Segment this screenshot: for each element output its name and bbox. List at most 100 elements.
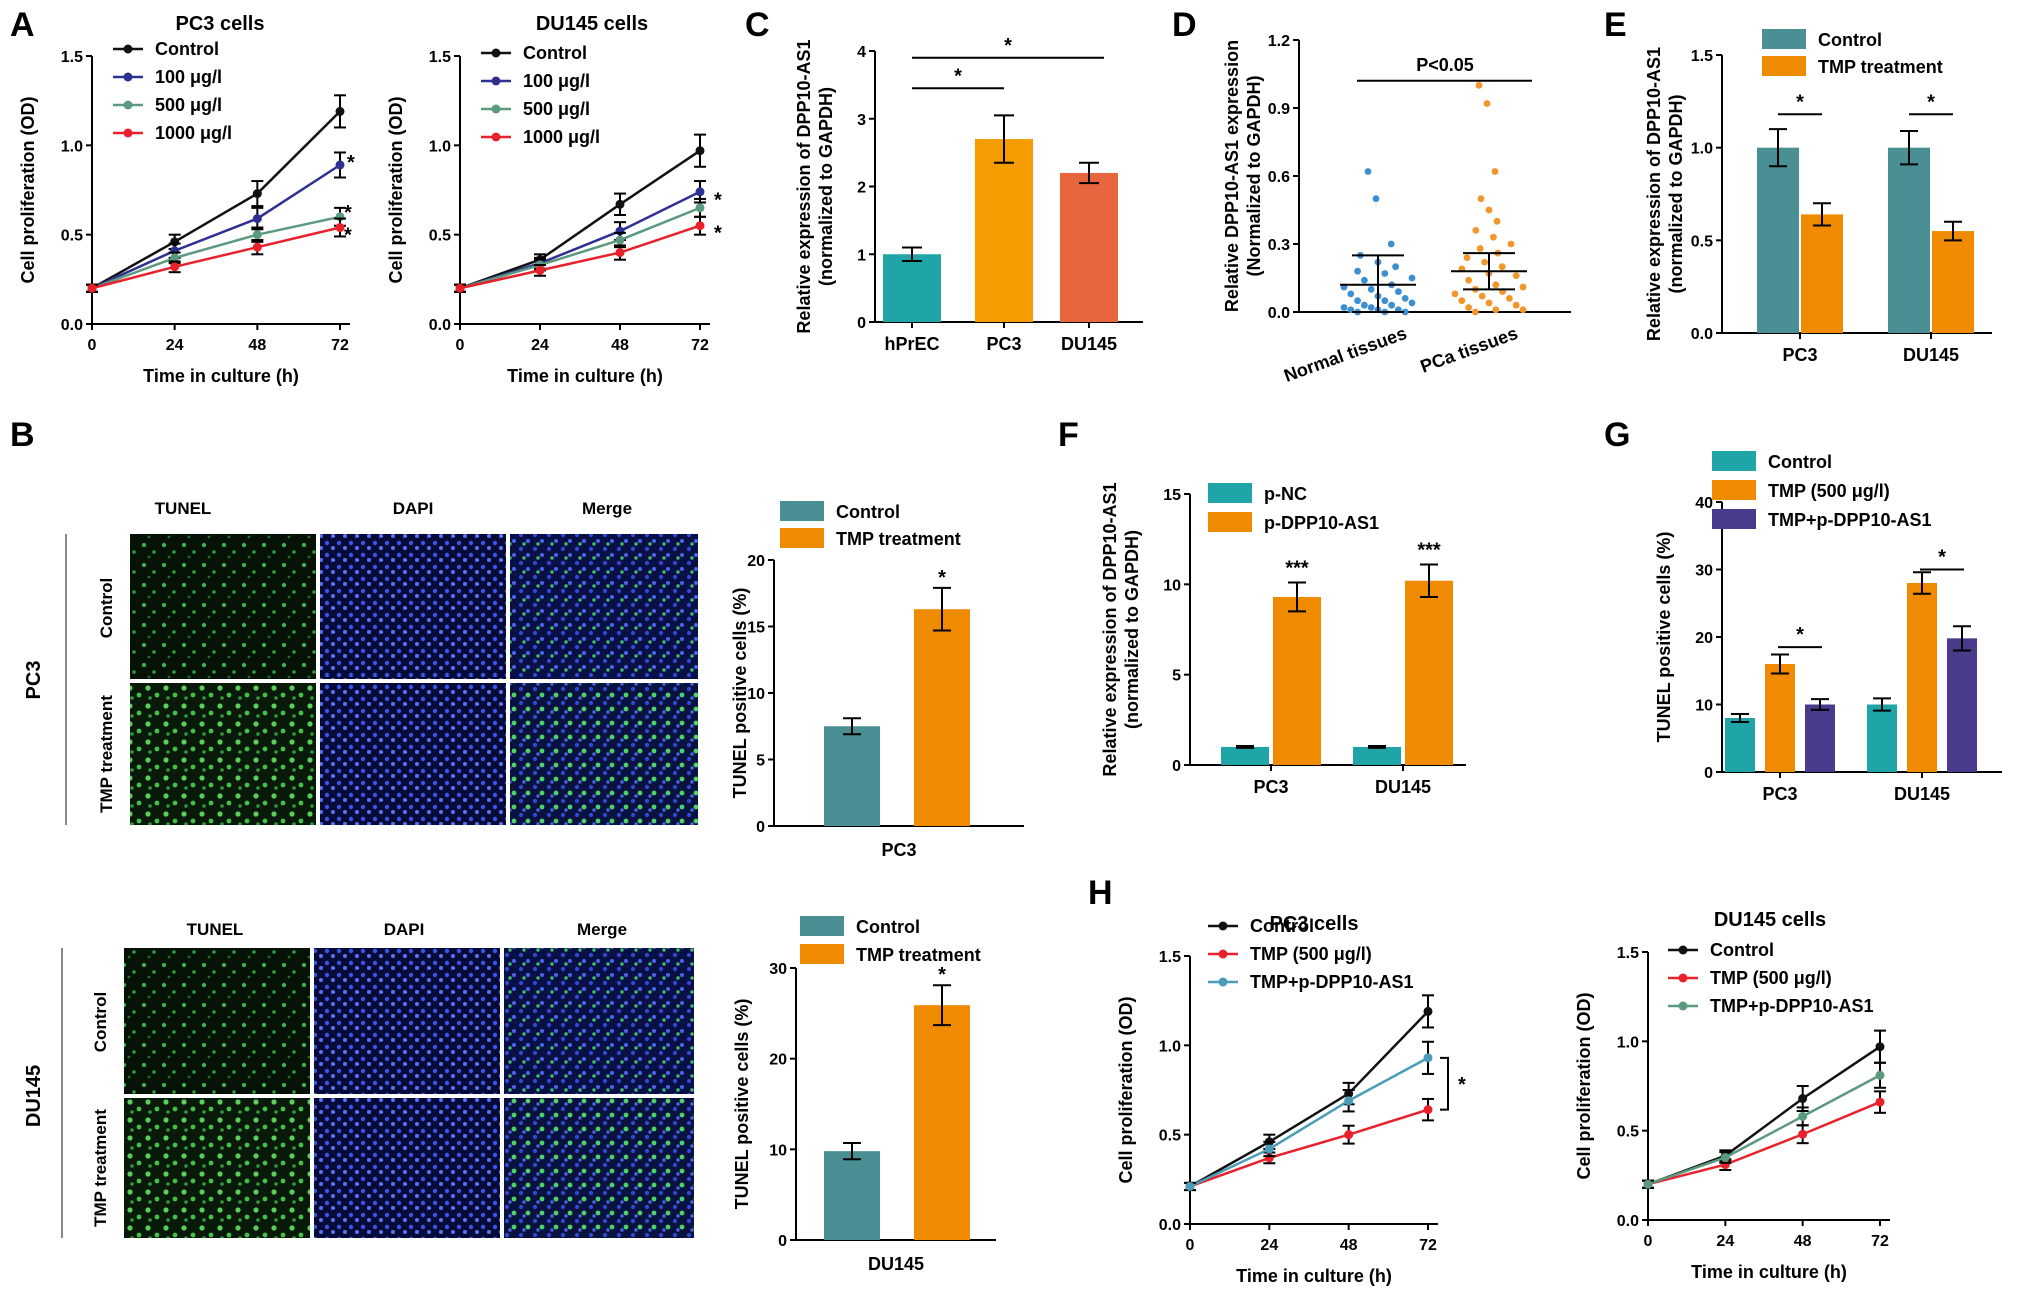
series-line xyxy=(1189,1056,1429,1188)
bar xyxy=(1805,704,1835,772)
legend-swatch xyxy=(780,528,824,548)
data-point xyxy=(335,223,345,233)
x-axis-label: Time in culture (h) xyxy=(1236,1266,1392,1286)
scatter-point xyxy=(1354,297,1361,305)
series-line xyxy=(1189,1108,1429,1188)
data-point xyxy=(615,248,625,258)
bar xyxy=(1907,583,1937,772)
y-tick-label: 5 xyxy=(756,753,765,770)
y-axis-label: TUNEL positive cells (%) xyxy=(1654,532,1674,743)
y-tick-label: 0.9 xyxy=(1268,101,1290,118)
y-tick-label: 1.0 xyxy=(61,138,83,155)
x-axis-label: Time in culture (h) xyxy=(1691,1262,1847,1282)
y-tick-label: 1.0 xyxy=(429,138,451,155)
legend-marker xyxy=(1218,977,1228,987)
scatter-point xyxy=(1512,272,1520,280)
significance-star: * xyxy=(954,65,962,87)
y-axis-label: Relative DPP10-AS1 expression xyxy=(1222,40,1242,312)
bar xyxy=(883,254,941,322)
panel-letter-F: F xyxy=(1058,416,1079,454)
chart-title: DU145 cells xyxy=(1714,909,1826,931)
chart-title: PC3 cells xyxy=(176,13,265,35)
x-tick-label: 48 xyxy=(1340,1237,1358,1254)
y-tick-label: 0.3 xyxy=(1268,237,1290,254)
scatter-point xyxy=(1465,276,1472,284)
legend-marker xyxy=(123,44,133,54)
micrograph-col-merge-2: Merge xyxy=(577,920,627,939)
x-tick-label: 72 xyxy=(331,337,349,354)
significance-star: *** xyxy=(1285,558,1309,580)
x-tick-label: 0 xyxy=(456,337,465,354)
data-point xyxy=(1185,1181,1195,1191)
data-point xyxy=(1423,1053,1433,1063)
bar-chart-F: 0 5 10 15 Relative expression of DPP10-AS1 (n… xyxy=(1100,482,1466,797)
x-tick-label: PC3 xyxy=(986,334,1021,354)
data-point xyxy=(335,106,345,116)
y-tick-label: 0.0 xyxy=(61,317,83,334)
legend-label: Control xyxy=(1818,30,1882,50)
legend-label: 500 μg/l xyxy=(523,99,590,119)
scatter-point xyxy=(1367,285,1375,293)
legend-label: p-DPP10-AS1 xyxy=(1264,513,1379,533)
y-tick-label: 0 xyxy=(1704,765,1713,782)
legend-swatch xyxy=(800,916,844,936)
bar xyxy=(1405,580,1453,765)
bar xyxy=(1801,214,1843,333)
scatter-point xyxy=(1387,240,1395,248)
significance-star: * xyxy=(1004,35,1012,57)
data-point xyxy=(87,283,97,293)
y-tick-label: 20 xyxy=(769,1052,787,1069)
series-line xyxy=(459,190,701,290)
x-axis-label: PC3 xyxy=(881,840,916,860)
micrograph-col-dapi: DAPI xyxy=(393,499,434,518)
legend-marker xyxy=(491,104,501,114)
micrograph-pc3-tmp-merge xyxy=(510,683,698,825)
legend-label: TMP treatment xyxy=(856,945,981,965)
scatter-point xyxy=(1361,301,1368,309)
panel-letter-G: G xyxy=(1604,416,1630,454)
y-tick-label: 4 xyxy=(857,44,866,61)
data-point xyxy=(695,203,705,213)
y-tick-label: 0.0 xyxy=(1268,305,1290,322)
scatter-point xyxy=(1485,299,1493,307)
scatter-point xyxy=(1364,168,1372,175)
data-point xyxy=(1264,1144,1274,1154)
y-axis-label: TUNEL positive cells (%) xyxy=(732,999,752,1210)
legend-swatch xyxy=(1208,512,1252,532)
scatter-point xyxy=(1498,263,1506,271)
x-tick-label: 0 xyxy=(1186,1237,1195,1254)
legend-label: TMP treatment xyxy=(836,529,961,549)
legend-label: TMP (500 μg/l) xyxy=(1768,481,1890,501)
y-tick-label: 0 xyxy=(756,819,765,836)
data-point xyxy=(252,242,262,252)
micrograph-pc3-tmp-dapi xyxy=(320,683,506,825)
micrograph-du145-tmp-dapi xyxy=(314,1098,500,1238)
x-tick-label: 48 xyxy=(611,337,629,354)
bar xyxy=(1888,147,1930,333)
micrograph-pc3-row-control: Control xyxy=(97,578,116,638)
legend-swatch xyxy=(780,501,824,521)
data-point xyxy=(1720,1152,1730,1162)
significance-star: * xyxy=(714,223,722,245)
bar xyxy=(1765,664,1795,772)
micrograph-pc3-control-dapi xyxy=(320,534,506,679)
data-point xyxy=(455,283,465,293)
x-tick-label: PCa tissues xyxy=(1418,323,1521,377)
bar-chart-B-pc3: 0 5 10 15 20 TUNEL positive cells (%) PC3 Contr… xyxy=(730,501,1024,860)
y-axis-label: Cell proliferation (OD) xyxy=(386,96,406,283)
y-tick-label: 0.5 xyxy=(1159,1128,1181,1145)
scatter-point xyxy=(1492,281,1500,289)
micrograph-pc3-control-merge xyxy=(510,534,698,679)
legend-label: 1000 μg/l xyxy=(523,127,600,147)
micrograph-du145-tmp-merge xyxy=(504,1098,694,1238)
legend-marker xyxy=(1218,921,1228,931)
legend-label: TMP (500 μg/l) xyxy=(1250,944,1372,964)
y-tick-label: 0.0 xyxy=(1691,326,1713,343)
scatter-point xyxy=(1490,233,1497,241)
bar-chart-G: 0 10 20 30 40 TUNEL positive cells (%) PC3 DU14… xyxy=(1654,451,2002,804)
scatter-point xyxy=(1361,276,1368,284)
legend-label: Control xyxy=(836,502,900,522)
micrograph-du145-row-control: Control xyxy=(91,992,110,1052)
micrograph-pc3-tmp-tunel xyxy=(130,683,316,825)
significance-star: * xyxy=(1938,547,1946,569)
